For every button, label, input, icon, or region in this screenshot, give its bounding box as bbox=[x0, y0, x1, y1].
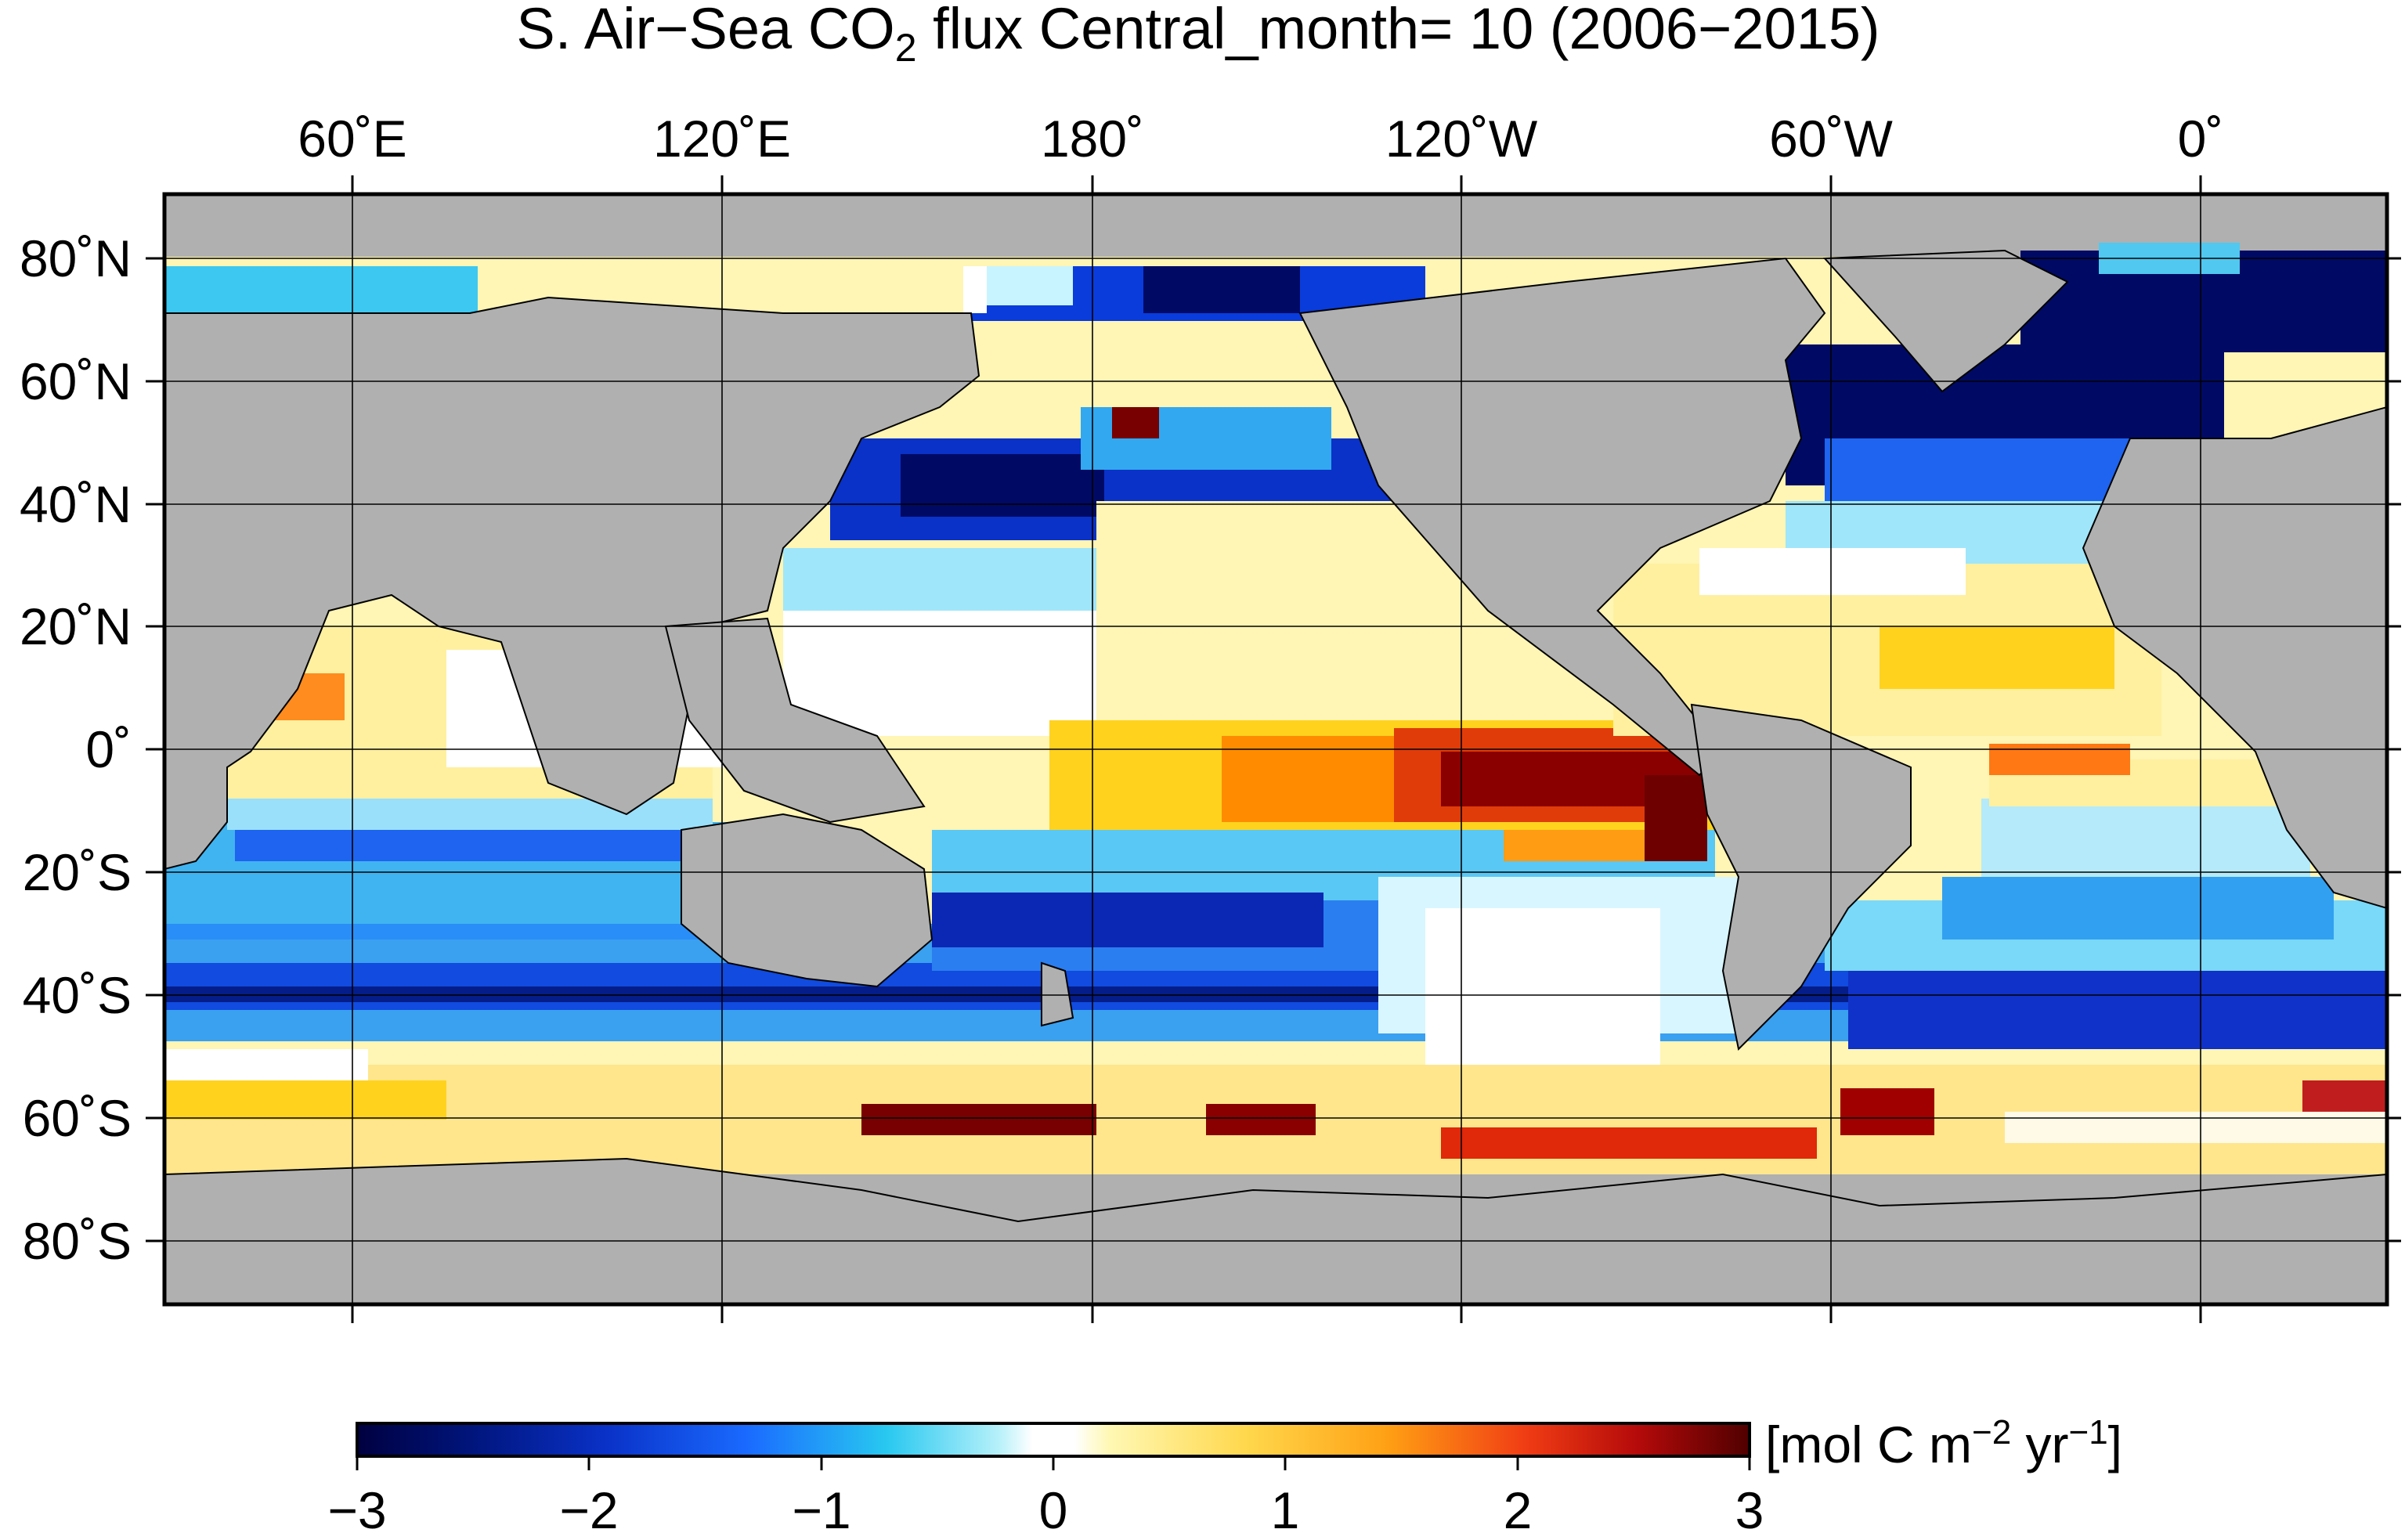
map-area bbox=[164, 194, 2387, 1304]
lat-label: 60˚N bbox=[20, 352, 132, 410]
colorbar-tick-label: −2 bbox=[559, 1481, 618, 1539]
lon-label: 180˚ bbox=[1041, 110, 1144, 168]
lat-label: 40˚N bbox=[20, 475, 132, 533]
colorbar-tick-label: 2 bbox=[1504, 1481, 1533, 1539]
lon-label: 120˚E bbox=[653, 110, 791, 168]
lat-label: 0˚ bbox=[85, 720, 132, 778]
colorbar-tick-label: 1 bbox=[1271, 1481, 1300, 1539]
colorbar-tick-labels: −3 −2 −1 0 1 2 3 bbox=[327, 1481, 1764, 1539]
colorbar-units: [mol C m−2 yr−1] bbox=[1765, 1413, 2122, 1473]
lat-label: 20˚N bbox=[20, 597, 132, 655]
north-pacific-flux bbox=[783, 266, 1433, 736]
lon-label: 120˚W bbox=[1385, 110, 1538, 168]
lat-label: 80˚N bbox=[20, 229, 132, 287]
barents-sea-flux bbox=[164, 266, 478, 313]
subtropical-flux bbox=[164, 759, 2334, 1065]
lat-label: 40˚S bbox=[23, 966, 132, 1024]
longitude-labels: 60˚E 120˚E 180˚ 120˚W 60˚W 0˚ bbox=[298, 110, 2223, 168]
lat-label: 60˚S bbox=[23, 1089, 132, 1147]
lon-label: 0˚ bbox=[2178, 110, 2224, 168]
lat-label: 80˚S bbox=[23, 1212, 132, 1270]
arctic-land bbox=[164, 194, 2387, 257]
map-title: S. Air−Sea CO2 flux Central_month= 10 (2… bbox=[516, 0, 1880, 70]
equatorial-pacific-flux bbox=[1049, 720, 1754, 861]
lon-label: 60˚E bbox=[298, 110, 406, 168]
colorbar bbox=[356, 1422, 1751, 1458]
colorbar-tick-label: −1 bbox=[792, 1481, 850, 1539]
colorbar-tick-label: 0 bbox=[1039, 1481, 1068, 1539]
colorbar-ticks bbox=[356, 1456, 1751, 1470]
lat-label: 20˚S bbox=[23, 843, 132, 901]
latitude-labels: 80˚N 60˚N 40˚N 20˚N 0˚ 20˚S 40˚S 60˚S 80… bbox=[20, 229, 132, 1270]
axis-ticks bbox=[146, 175, 2401, 1323]
lon-label: 60˚W bbox=[1769, 110, 1893, 168]
graticule bbox=[164, 194, 2387, 1304]
colorbar-tick-label: 3 bbox=[1735, 1481, 1764, 1539]
chukchi-sea-flux bbox=[963, 266, 987, 313]
colorbar-tick-label: −3 bbox=[327, 1481, 386, 1539]
